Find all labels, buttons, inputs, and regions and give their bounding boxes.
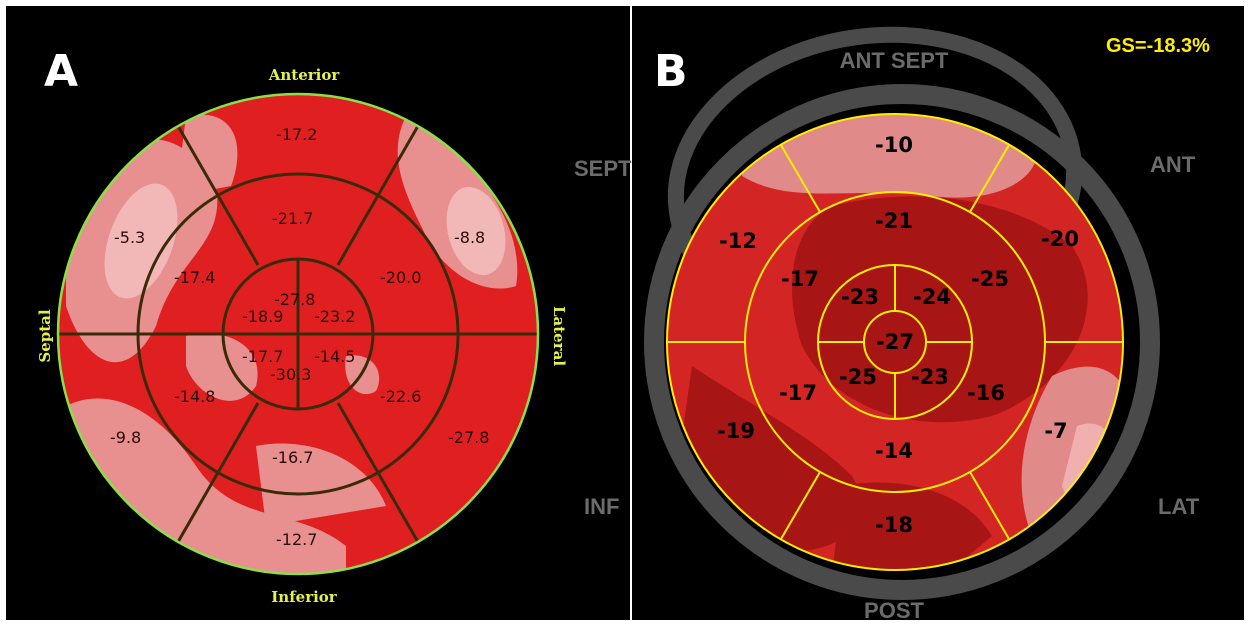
value-outer-top: -10 <box>875 133 913 157</box>
wall-lat: LAT <box>1158 494 1200 519</box>
value-mid-inferoseptal: -14.8 <box>174 387 215 406</box>
values-a: -17.2 -8.8 -27.8 -12.7 -9.8 -5.3 -21.7 -… <box>110 125 489 549</box>
value-apical-lower-left: -17.7 <box>242 347 283 366</box>
wall-ant-sept: ANT SEPT <box>840 48 949 73</box>
value-middle-lower-left: -17 <box>779 381 817 405</box>
value-mid-anterior: -21.7 <box>272 209 313 228</box>
value-basal-anterolateral: -8.8 <box>454 228 485 247</box>
value-basal-inferoseptal: -9.8 <box>110 428 141 447</box>
wall-sept: SEPT <box>574 156 632 181</box>
label-anterior: Anterior <box>268 66 341 84</box>
value-middle-top: -21 <box>875 209 913 233</box>
value-apical-top: -27.8 <box>274 290 315 309</box>
value-inner-upper-left: -23 <box>841 285 879 309</box>
bullseye-b: B GS=-18.3% ANT SEPT SEPT ANT INF LAT PO… <box>574 26 1210 623</box>
outline-a <box>56 92 540 576</box>
label-lateral: Lateral <box>550 306 568 366</box>
panel-a: A Anterior Inferior Septal Lateral -17.2… <box>6 6 630 620</box>
value-outer-upper-right: -20 <box>1041 227 1079 251</box>
value-apical-bottom: -30.3 <box>270 365 311 384</box>
value-outer-lower-right: -7 <box>1044 419 1067 443</box>
segment-lines-b <box>666 113 1124 571</box>
value-apical-lower-right: -14.5 <box>314 347 355 366</box>
panel-b-letter: B <box>654 46 688 97</box>
value-middle-bottom: -14 <box>875 439 913 463</box>
value-basal-inferior: -12.7 <box>276 530 317 549</box>
value-outer-lower-left: -19 <box>717 419 755 443</box>
panel-a-letter: A <box>44 46 78 97</box>
value-inner-lower-left: -25 <box>839 365 877 389</box>
value-mid-inferior: -16.7 <box>272 448 313 467</box>
label-inferior: Inferior <box>271 588 338 606</box>
wall-post: POST <box>864 598 924 623</box>
value-outer-upper-left: -12 <box>719 229 757 253</box>
value-mid-inferolateral: -22.6 <box>380 387 421 406</box>
value-center: -27 <box>876 330 914 354</box>
value-middle-upper-right: -25 <box>971 267 1009 291</box>
value-basal-inferolateral: -27.8 <box>448 428 489 447</box>
pale-regions-a <box>66 114 518 574</box>
value-middle-upper-left: -17 <box>781 267 819 291</box>
value-apical-upper-left: -18.9 <box>242 307 283 326</box>
value-basal-anteroseptal: -5.3 <box>114 228 145 247</box>
panel-b: B GS=-18.3% ANT SEPT SEPT ANT INF LAT PO… <box>574 6 1244 623</box>
value-outer-bottom: -18 <box>875 513 913 537</box>
ring-lines-a <box>58 125 538 543</box>
value-mid-anteroseptal: -17.4 <box>174 268 215 287</box>
value-inner-upper-right: -24 <box>913 285 951 309</box>
value-inner-lower-right: -23 <box>911 365 949 389</box>
value-basal-anterior: -17.2 <box>276 125 317 144</box>
values-b: -10 -20 -7 -18 -19 -12 -21 -25 -16 -14 -… <box>717 133 1079 537</box>
bullseye-a: A Anterior Inferior Septal Lateral -17.2… <box>36 46 568 606</box>
value-middle-lower-right: -16 <box>967 381 1005 405</box>
wall-inf: INF <box>584 494 619 519</box>
wall-ant: ANT <box>1150 152 1196 177</box>
value-apical-upper-right: -23.2 <box>314 307 355 326</box>
label-septal: Septal <box>36 309 54 363</box>
value-mid-anterolateral: -20.0 <box>380 268 421 287</box>
global-strain: GS=-18.3% <box>1106 35 1210 57</box>
